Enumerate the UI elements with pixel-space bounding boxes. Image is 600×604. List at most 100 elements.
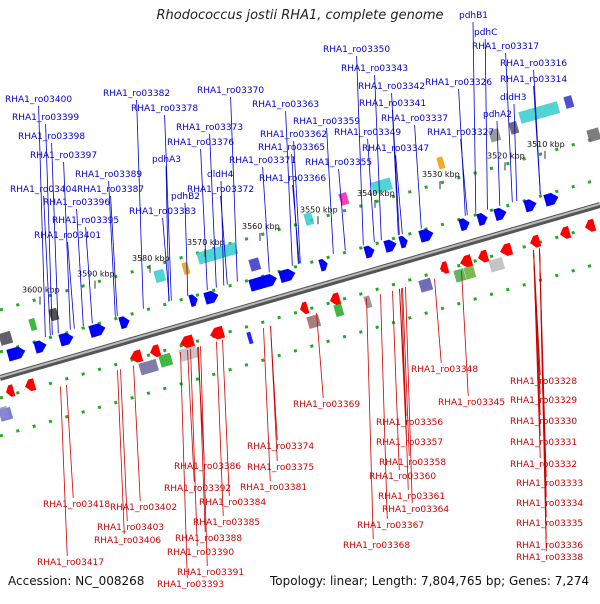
scale-label-7: 3580 kbp xyxy=(132,254,170,263)
upper-label-41: RHA1_ro03395 xyxy=(52,216,119,226)
upper-leader-25 xyxy=(200,148,208,291)
reverse-gene-2 xyxy=(130,349,144,363)
scale-label-4: 3550 kbp xyxy=(300,205,338,214)
upper-leader-13 xyxy=(285,110,293,266)
upper-label-38: RHA1_ro03372 xyxy=(187,185,254,195)
feature-block-6 xyxy=(248,257,262,272)
upper-leader-6 xyxy=(533,85,541,195)
lower-label-20: RHA1_ro03384 xyxy=(199,498,266,508)
reverse-gene-14-shape xyxy=(585,218,597,232)
lower-label-21: RHA1_ro03418 xyxy=(43,500,110,510)
strand-dots-0 xyxy=(0,135,600,312)
lower-leader-28 xyxy=(198,346,206,533)
upper-label-15: RHA1_ro03382 xyxy=(103,89,170,99)
feature-block-24 xyxy=(418,277,434,293)
forward-gene-16-shape xyxy=(493,207,507,222)
reverse-gene-12-shape xyxy=(530,234,542,248)
lower-label-34: RHA1_ro03417 xyxy=(37,558,104,568)
forward-gene-14 xyxy=(458,218,470,232)
strand-dots-2 xyxy=(0,223,600,400)
forward-gene-15-shape xyxy=(476,213,488,226)
feature-block-4 xyxy=(181,261,191,276)
upper-leader-9 xyxy=(513,103,518,202)
scale-label-3: 3540 kbp xyxy=(357,189,395,198)
forward-gene-0-shape xyxy=(6,346,26,362)
reverse-gene-7-shape xyxy=(330,292,342,306)
lower-leader-24 xyxy=(216,341,224,517)
upper-label-29: pdhA3 xyxy=(152,155,181,165)
reverse-gene-4-shape xyxy=(180,334,196,349)
forward-gene-3 xyxy=(88,323,106,338)
lower-label-16: RHA1_ro03392 xyxy=(164,484,231,494)
upper-label-1: pdhC xyxy=(474,28,497,38)
lower-leader-29 xyxy=(117,370,125,535)
reverse-gene-4 xyxy=(180,334,196,349)
forward-gene-9-shape xyxy=(318,258,328,272)
upper-label-27: RHA1_ro03347 xyxy=(362,144,429,154)
lower-label-33: RHA1_ro03338 xyxy=(516,553,583,563)
forward-gene-7 xyxy=(248,274,277,292)
feature-block-0 xyxy=(0,330,14,346)
forward-gene-5 xyxy=(188,294,198,307)
forward-gene-4 xyxy=(118,316,130,330)
forward-gene-2-shape xyxy=(58,332,74,347)
lower-label-14: RHA1_ro03360 xyxy=(369,472,436,482)
scale-label-5: 3560 kbp xyxy=(242,222,280,231)
forward-gene-9 xyxy=(318,258,328,272)
feature-block-1 xyxy=(28,317,38,332)
lower-label-36: RHA1_ro03393 xyxy=(157,580,224,590)
upper-label-16: RHA1_ro03400 xyxy=(5,95,72,105)
feature-block-14 xyxy=(563,95,575,109)
lower-leader-16 xyxy=(187,349,195,483)
forward-gene-18-shape xyxy=(543,192,559,207)
scale-label-6: 3570 kbp xyxy=(187,238,225,247)
upper-leader-40 xyxy=(162,217,170,302)
upper-leader-24 xyxy=(51,142,59,334)
feature-block-8 xyxy=(338,191,350,206)
reverse-gene-12 xyxy=(530,234,542,248)
topology-text: Topology: linear; Length: 7,804,765 bp; … xyxy=(270,574,590,588)
upper-label-35: RHA1_ro03404 xyxy=(10,185,77,195)
lower-label-13: RHA1_ro03375 xyxy=(247,463,314,473)
upper-label-23: RHA1_ro03362 xyxy=(260,130,327,140)
feature-block-17 xyxy=(138,358,159,376)
forward-gene-2 xyxy=(58,332,74,347)
upper-leader-31 xyxy=(338,168,346,251)
lower-label-4: RHA1_ro03369 xyxy=(293,400,360,410)
lower-leader-4 xyxy=(316,312,324,399)
forward-gene-3-shape xyxy=(88,323,106,338)
lower-label-24: RHA1_ro03385 xyxy=(193,518,260,528)
upper-label-13: RHA1_ro03363 xyxy=(252,100,319,110)
reverse-gene-3 xyxy=(150,344,162,358)
reverse-gene-8-shape xyxy=(440,261,450,274)
reverse-gene-1-shape xyxy=(25,378,37,392)
accession-text: Accession: NC_008268 xyxy=(8,574,145,588)
upper-leader-2 xyxy=(505,52,513,203)
upper-leader-17 xyxy=(164,114,172,301)
upper-leader-10 xyxy=(230,96,238,282)
upper-leader-1 xyxy=(484,38,488,210)
forward-gene-11 xyxy=(383,239,397,253)
feature-block-21 xyxy=(306,314,322,329)
upper-label-11: RHA1_ro03341 xyxy=(359,99,426,109)
lower-label-15: RHA1_ro03333 xyxy=(516,479,583,489)
upper-leader-36 xyxy=(110,195,118,317)
upper-leader-5 xyxy=(374,74,382,241)
upper-label-34: RHA1_ro03366 xyxy=(259,174,326,184)
scale-label-1: 3520 kbp xyxy=(487,151,525,160)
lower-label-18: RHA1_ro03361 xyxy=(378,492,445,502)
lower-label-35: RHA1_ro03391 xyxy=(177,568,244,578)
feature-block-3 xyxy=(153,268,167,284)
feature-block-2 xyxy=(48,307,60,322)
forward-gene-8 xyxy=(278,268,296,284)
lower-leader-36 xyxy=(180,351,188,579)
upper-label-8: RHA1_ro03342 xyxy=(358,82,425,92)
upper-leader-28 xyxy=(63,161,71,330)
forward-gene-18 xyxy=(543,192,559,207)
feature-block-13 xyxy=(518,101,561,124)
upper-leader-12 xyxy=(496,120,501,206)
upper-label-2: RHA1_ro03317 xyxy=(472,42,539,52)
upper-leader-16 xyxy=(38,105,46,337)
upper-label-10: RHA1_ro03370 xyxy=(197,86,264,96)
